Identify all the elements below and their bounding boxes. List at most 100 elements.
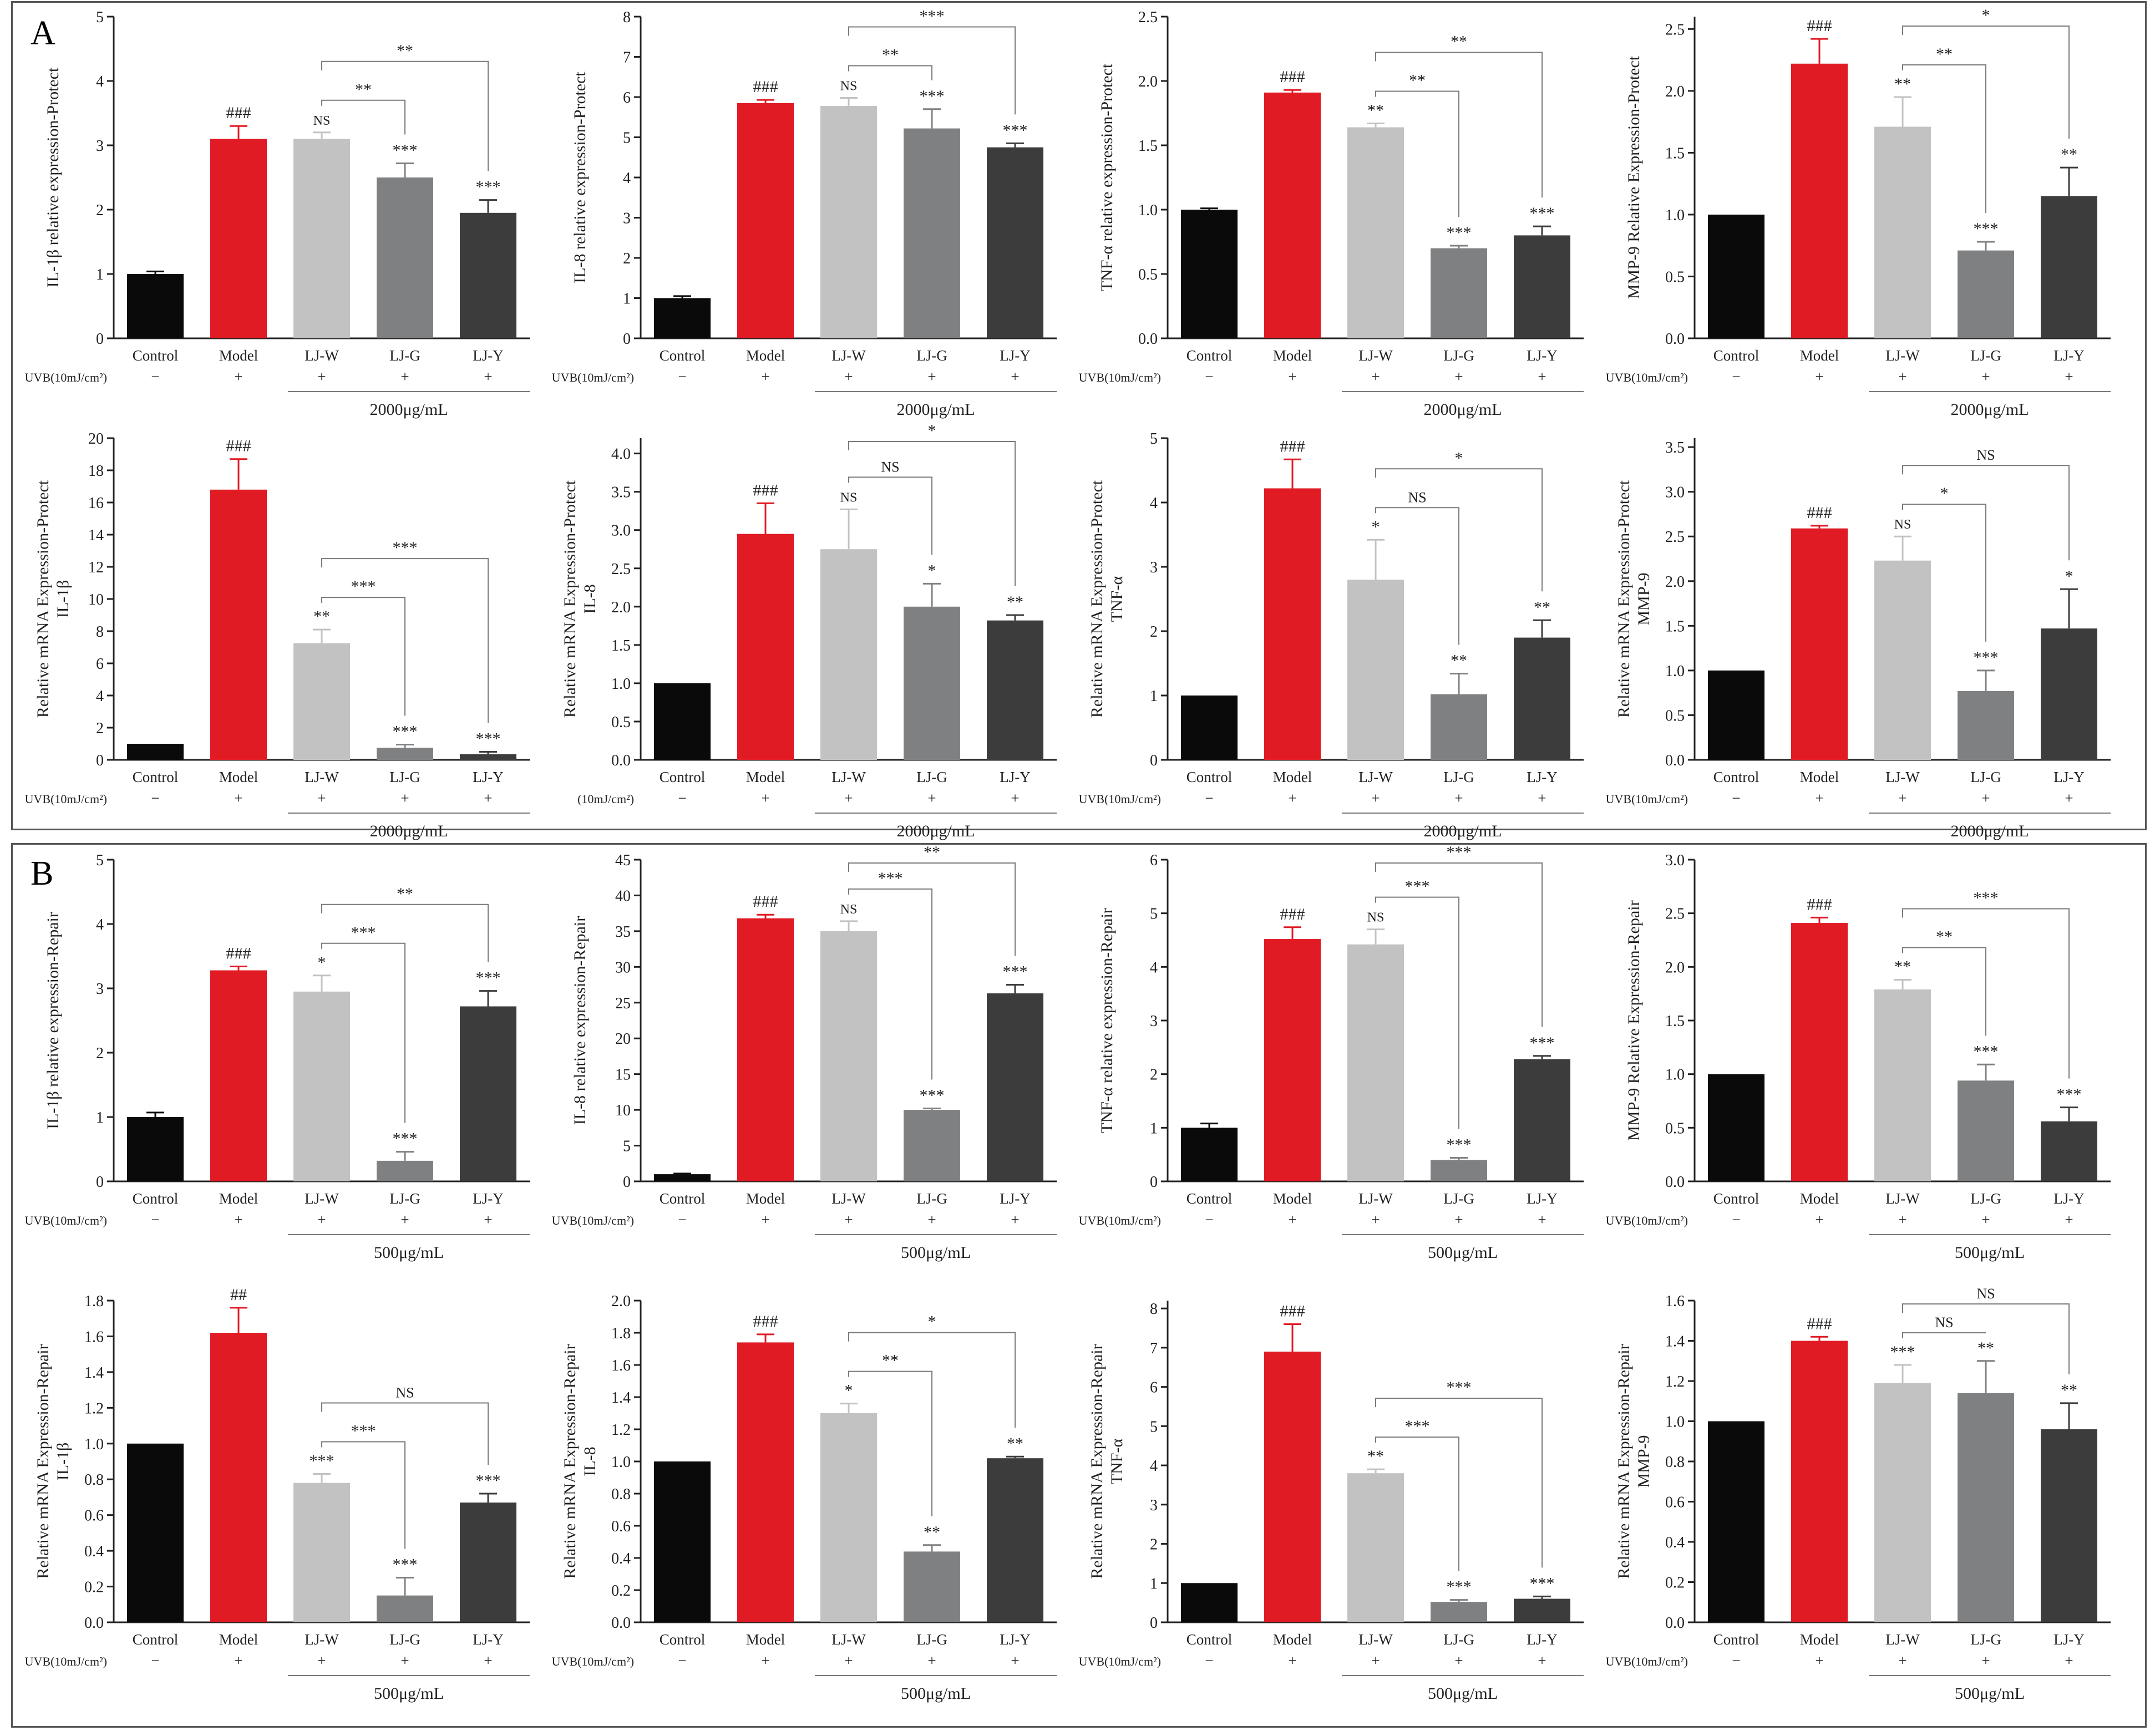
- y-tick-label: 0.2: [1665, 1575, 1685, 1592]
- y-tick-label: 25: [615, 995, 631, 1012]
- significance-label: *: [318, 953, 326, 972]
- uvb-sign: +: [761, 790, 769, 806]
- uvb-sign: +: [1898, 368, 1906, 385]
- uvb-sign: +: [927, 368, 936, 385]
- y-tick-label: 3.0: [1665, 484, 1685, 501]
- comparison-bracket: [1375, 896, 1459, 1129]
- comparison-bracket: [321, 60, 489, 171]
- y-tick-label: 2: [96, 1045, 104, 1062]
- uvb-label: UVB(10mJ/cm²): [552, 1654, 634, 1668]
- bar-model: [1264, 92, 1321, 338]
- y-tick-label: 4: [1150, 959, 1158, 976]
- bar-model: [1791, 528, 1848, 760]
- dose-label: 500μg/mL: [1955, 1243, 2025, 1262]
- y-axis-label-gene: IL-1β: [54, 580, 72, 618]
- significance-label: NS: [1367, 911, 1385, 925]
- dose-label: 2000μg/mL: [1950, 822, 2029, 840]
- significance-label: **: [1894, 958, 1911, 976]
- y-tick-label: 1.0: [1138, 202, 1158, 219]
- y-tick-label: 0.8: [1665, 1454, 1685, 1471]
- bracket-significance-label: ***: [878, 869, 903, 887]
- significance-label: ***: [393, 722, 418, 740]
- y-tick-label: 0.2: [84, 1579, 104, 1596]
- significance-label: ***: [1974, 220, 1999, 238]
- bracket-significance-label: **: [355, 80, 372, 99]
- significance-label: ***: [1530, 204, 1555, 222]
- uvb-sign: +: [1981, 368, 1990, 385]
- y-tick-label: 3.0: [1665, 852, 1685, 869]
- y-axis-label: Relative mRNA Expression-Protect: [1088, 480, 1106, 718]
- uvb-sign: +: [317, 790, 326, 806]
- comparison-bracket: [1375, 507, 1459, 645]
- significance-label: *: [2065, 567, 2073, 585]
- bar-lj-y: [2041, 196, 2097, 338]
- significance-label: **: [1367, 1447, 1384, 1465]
- uvb-sign: +: [1981, 1211, 1990, 1228]
- bar-chart-a-1: 0 1 2 3 4 5 IL-1β relative expression-Protect C…: [25, 9, 530, 419]
- y-tick-label: 2: [1150, 1536, 1158, 1554]
- bracket-significance-label: **: [882, 45, 899, 64]
- uvb-label: UVB(10mJ/cm²): [25, 1214, 107, 1227]
- y-tick-label: 3.5: [1665, 439, 1685, 456]
- x-tick-label: LJ-Y: [1527, 1190, 1558, 1207]
- bar-control: [654, 683, 711, 760]
- y-tick-label: 1.0: [611, 676, 631, 693]
- significance-label: **: [1451, 652, 1467, 670]
- uvb-label: UVB(10mJ/cm²): [25, 1654, 107, 1668]
- x-tick-label: Control: [133, 769, 179, 785]
- x-tick-label: LJ-W: [305, 347, 339, 364]
- bar-model: [210, 139, 267, 338]
- bracket-significance-label: **: [1936, 928, 1953, 946]
- bar-chart-b-6: 0.0 0.2 0.4 0.6 0.8 1.0 1.2 1.4 1.6 1.8 2.0 Relativ…: [552, 1293, 1057, 1703]
- y-tick-label: 0.2: [611, 1582, 631, 1600]
- significance-label: ###: [1807, 895, 1832, 913]
- significance-label: ***: [1890, 1343, 1915, 1361]
- bracket-significance-label: NS: [1408, 489, 1426, 505]
- significance-label: **: [1367, 101, 1384, 120]
- significance-label: *: [928, 561, 936, 580]
- uvb-sign: +: [1371, 368, 1380, 385]
- y-tick-label: 0.5: [1138, 266, 1158, 283]
- uvb-sign: +: [761, 1211, 769, 1228]
- x-tick-label: Model: [746, 347, 785, 364]
- y-tick-label: 4.0: [611, 446, 631, 463]
- uvb-sign: −: [1732, 790, 1740, 806]
- significance-label: ###: [226, 945, 251, 963]
- significance-label: ***: [1003, 963, 1028, 981]
- y-axis-label: MMP-9 Relative Expression-Protect: [1625, 55, 1643, 299]
- uvb-sign: +: [1288, 1652, 1296, 1669]
- bar-lj-g: [1431, 1160, 1487, 1181]
- x-tick-label: Model: [219, 1631, 258, 1648]
- y-tick-label: 30: [615, 959, 631, 976]
- comparison-bracket: [1375, 1398, 1543, 1568]
- uvb-sign: −: [1732, 1211, 1740, 1228]
- y-tick-label: 7: [1150, 1340, 1158, 1357]
- uvb-sign: +: [1538, 790, 1546, 806]
- y-tick-label: 2.0: [1138, 73, 1158, 90]
- x-tick-label: LJ-G: [1970, 1631, 2001, 1648]
- y-axis-label: IL-1β relative expression-Repair: [44, 912, 62, 1129]
- uvb-sign: +: [1454, 368, 1463, 385]
- bracket-significance-label: ***: [1974, 889, 1999, 907]
- comparison-bracket: [848, 862, 1016, 956]
- significance-label: **: [1007, 593, 1023, 611]
- bar-model: [1791, 923, 1848, 1181]
- uvb-sign: +: [1454, 1652, 1463, 1669]
- x-tick-label: Control: [660, 1631, 706, 1648]
- uvb-sign: −: [151, 1652, 159, 1669]
- bar-lj-g: [904, 606, 960, 760]
- x-tick-label: LJ-W: [831, 769, 866, 785]
- uvb-sign: −: [151, 1211, 159, 1228]
- x-tick-label: LJ-G: [916, 1190, 947, 1207]
- x-tick-label: LJ-G: [916, 347, 947, 364]
- comparison-bracket: [1902, 1332, 1986, 1338]
- uvb-label: UVB(10mJ/cm²): [1606, 1214, 1688, 1227]
- bar-lj-g: [1431, 248, 1487, 338]
- significance-label: ***: [310, 1452, 334, 1470]
- bar-lj-y: [1514, 1598, 1570, 1622]
- y-tick-label: 7: [623, 49, 631, 67]
- y-tick-label: 1: [96, 266, 104, 283]
- bar-model: [1264, 939, 1321, 1181]
- uvb-sign: +: [1815, 1652, 1823, 1669]
- x-tick-label: LJ-G: [389, 1631, 420, 1648]
